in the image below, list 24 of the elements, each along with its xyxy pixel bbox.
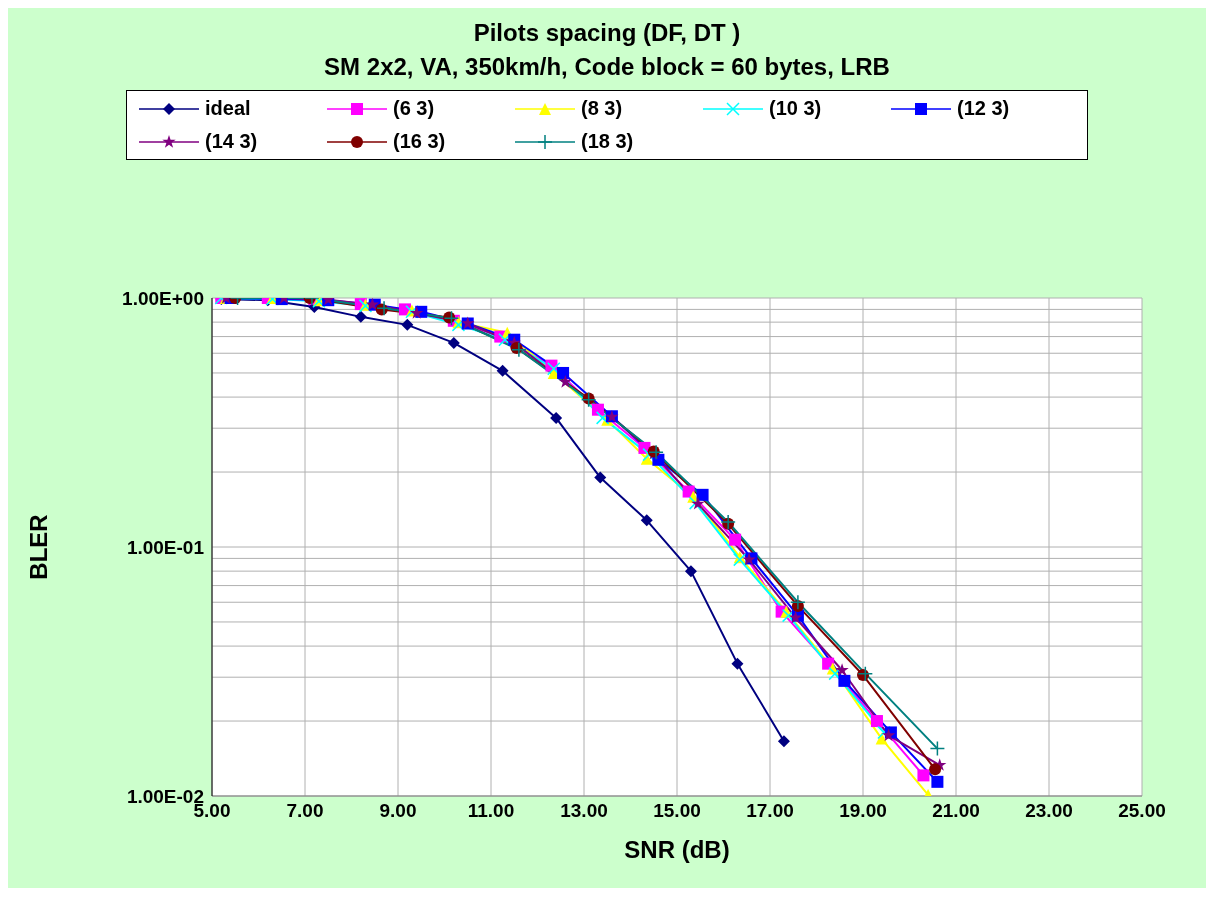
- x-tick-label: 15.00: [653, 800, 701, 822]
- y-axis-title: BLER: [24, 514, 52, 580]
- legend-label: (14 3): [205, 130, 258, 153]
- legend-label: (12 3): [957, 97, 1010, 120]
- legend-label: (10 3): [769, 97, 822, 120]
- legend-label: (16 3): [393, 130, 446, 153]
- x-tick-label: 13.00: [560, 800, 608, 822]
- chart-subtitle: SM 2x2, VA, 350km/h, Code block = 60 bytes, LRB: [323, 52, 891, 82]
- legend-label: (8 3): [581, 97, 623, 120]
- x-tick-label: 25.00: [1118, 800, 1166, 822]
- x-tick-label: 23.00: [1025, 800, 1073, 822]
- x-tick-label: 17.00: [746, 800, 794, 822]
- x-tick-label: 7.00: [286, 800, 324, 822]
- x-tick-label: 19.00: [839, 800, 887, 822]
- chart-title: Pilots spacing (DF, DT ): [472, 18, 742, 48]
- legend-label: ideal: [205, 97, 251, 120]
- legend-label: (6 3): [393, 97, 435, 120]
- y-tick-label: 1.00E-01: [126, 536, 205, 558]
- x-tick-label: 11.00: [467, 800, 515, 822]
- y-tick-label: 1.00E+00: [122, 287, 204, 309]
- x-tick-label: 21.00: [932, 800, 980, 822]
- x-tick-label: 9.00: [379, 800, 417, 822]
- legend-label: (18 3): [581, 130, 634, 153]
- x-axis-title: SNR (dB): [624, 836, 730, 863]
